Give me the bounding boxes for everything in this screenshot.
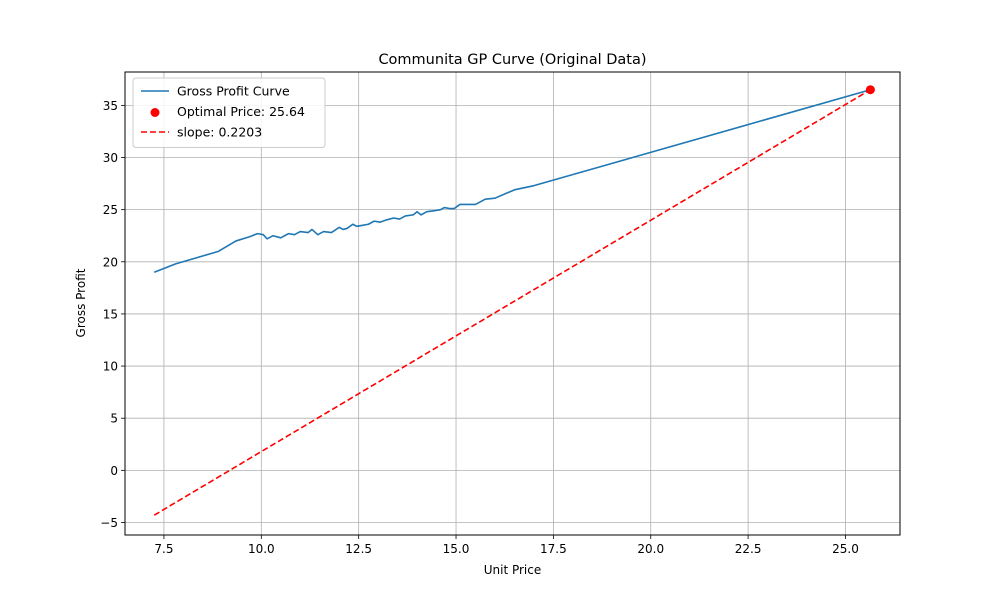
legend-label: slope: 0.2203 <box>177 125 262 140</box>
optimal-price-point <box>865 85 875 95</box>
y-tick-label: 10 <box>103 360 118 374</box>
legend-box <box>132 77 326 148</box>
x-tick-label: 10.0 <box>248 542 275 556</box>
y-tick-label: −5 <box>100 516 118 530</box>
legend: Gross Profit Curve Optimal Price: 25.64 sl… <box>132 77 326 148</box>
x-tick-label: 17.5 <box>540 542 567 556</box>
ticks: 7.5 10.0 12.5 15.0 17.5 20.0 22.5 25.0 −5 0 5 10 15 2… <box>100 99 859 556</box>
legend-label: Optimal Price: 25.64 <box>177 104 305 119</box>
chart-title: Communita GP Curve (Original Data) <box>378 52 646 68</box>
y-tick-label: 0 <box>110 464 118 478</box>
y-tick-label: 5 <box>110 412 118 426</box>
x-tick-label: 25.0 <box>832 542 859 556</box>
x-tick-label: 20.0 <box>637 542 664 556</box>
x-axis-label: Unit Price <box>484 563 542 577</box>
gross-profit-curve-line <box>153 88 871 273</box>
y-tick-label: 35 <box>103 99 118 113</box>
grid <box>125 72 900 535</box>
y-tick-label: 25 <box>103 203 118 217</box>
legend-swatch-dot <box>150 108 160 117</box>
axes-frame <box>124 71 901 536</box>
plot-area <box>153 85 875 516</box>
y-tick-label: 30 <box>103 151 118 165</box>
y-tick-label: 20 <box>103 255 118 269</box>
x-tick-label: 22.5 <box>735 542 762 556</box>
x-tick-label: 12.5 <box>345 542 372 556</box>
x-tick-label: 7.5 <box>154 542 173 556</box>
y-tick-label: 15 <box>103 307 118 321</box>
slope-line <box>153 89 871 516</box>
y-axis-label: Gross Profit <box>74 268 88 337</box>
legend-label: Gross Profit Curve <box>177 84 290 99</box>
x-tick-label: 15.0 <box>443 542 470 556</box>
